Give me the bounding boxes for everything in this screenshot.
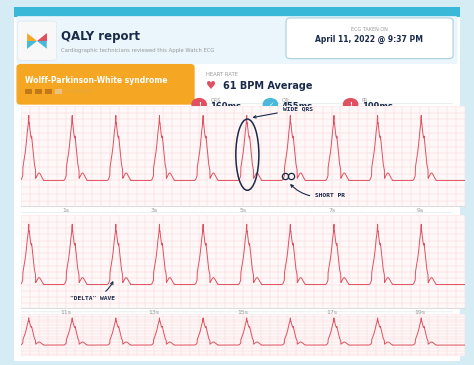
Text: 61 BPM Average: 61 BPM Average <box>223 81 312 91</box>
Text: HEART RATE: HEART RATE <box>206 72 238 77</box>
Text: ✓: ✓ <box>268 102 273 107</box>
Text: 455ms: 455ms <box>282 102 313 111</box>
Text: ECG TAKEN ON: ECG TAKEN ON <box>351 27 388 32</box>
Text: !: ! <box>349 102 352 107</box>
Text: !: ! <box>198 102 201 107</box>
Bar <box>55 89 62 95</box>
Circle shape <box>344 99 358 110</box>
Text: April 11, 2022 @ 9:37 PM: April 11, 2022 @ 9:37 PM <box>315 35 423 45</box>
Circle shape <box>263 99 278 110</box>
FancyBboxPatch shape <box>18 21 56 61</box>
Text: ♥: ♥ <box>206 81 216 91</box>
FancyBboxPatch shape <box>17 64 195 105</box>
Text: 109ms: 109ms <box>362 102 392 111</box>
Polygon shape <box>27 33 37 41</box>
FancyBboxPatch shape <box>286 18 453 59</box>
Text: PR: PR <box>362 97 368 103</box>
Polygon shape <box>37 33 47 41</box>
Text: Wolff-Parkinson-White syndrome: Wolff-Parkinson-White syndrome <box>25 76 168 85</box>
FancyBboxPatch shape <box>8 2 466 365</box>
Bar <box>45 89 52 95</box>
Polygon shape <box>27 41 37 49</box>
Text: WIDE QRS: WIDE QRS <box>254 107 313 118</box>
Text: QTc: QTc <box>282 97 290 103</box>
Text: QRS: QRS <box>210 97 220 103</box>
Text: 160ms: 160ms <box>210 102 241 111</box>
Bar <box>35 89 42 95</box>
Text: SHORT PR: SHORT PR <box>291 185 345 198</box>
Text: MODERATE: MODERATE <box>67 89 94 94</box>
Bar <box>14 7 460 17</box>
Text: QALY report: QALY report <box>61 30 140 43</box>
Bar <box>25 89 33 95</box>
Circle shape <box>192 99 206 110</box>
Text: Cardiographic technicians reviewed this Apple Watch ECG: Cardiographic technicians reviewed this … <box>61 48 214 53</box>
Polygon shape <box>37 41 47 49</box>
FancyBboxPatch shape <box>17 16 457 64</box>
Text: "DELTA" WAVE: "DELTA" WAVE <box>70 282 115 301</box>
